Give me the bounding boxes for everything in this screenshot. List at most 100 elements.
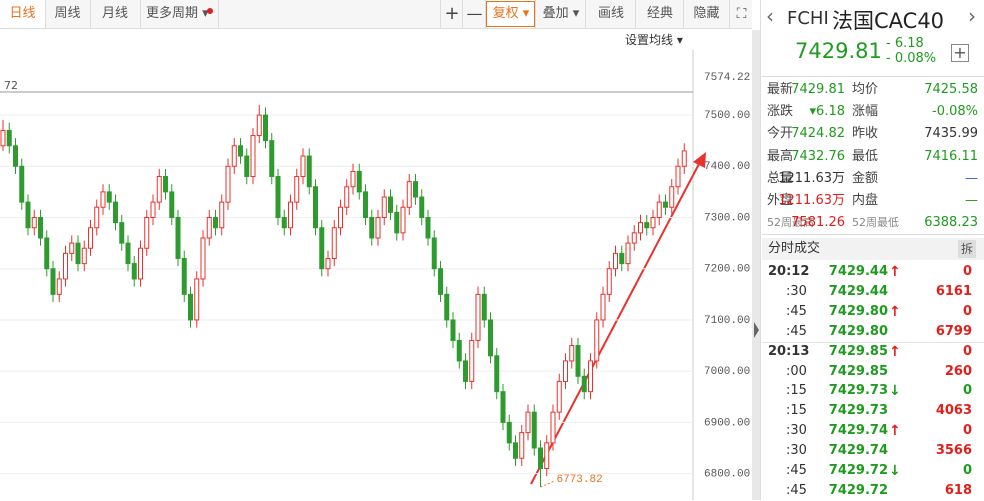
trade-price: 7429.74 (828, 443, 888, 459)
trade-volume: 3566 (935, 443, 972, 459)
stat-value: ▾6.18 (809, 104, 845, 120)
y-tick-label: 6800.00 (704, 469, 750, 481)
trade-volume: 6161 (935, 283, 972, 299)
period-tab[interactable]: 周线 (45, 0, 91, 28)
candle-body (263, 114, 268, 142)
candle-body (250, 135, 256, 178)
candle-body (163, 176, 168, 193)
stat-label: 最高 (767, 148, 794, 164)
next-arrow[interactable]: › (968, 4, 976, 28)
candle-body (419, 196, 425, 218)
candle-body (175, 216, 181, 259)
stat-label: 内盘 (852, 193, 879, 208)
candle-body (125, 242, 131, 265)
trade-volume: 0 (962, 423, 972, 439)
trade-volume: 4063 (935, 403, 972, 419)
zoom-out[interactable]: — (462, 0, 486, 28)
zoom-in[interactable]: + (440, 0, 463, 28)
candle-body (431, 237, 437, 270)
candle-body (344, 186, 350, 208)
prev-arrow[interactable]: ‹ (766, 4, 774, 28)
candle-body (613, 252, 618, 270)
candle-body (388, 196, 393, 213)
candle-body (269, 140, 275, 178)
trade-volume: 0 (962, 264, 972, 279)
candle-body (56, 278, 62, 295)
candle-body (19, 165, 25, 203)
period-tab[interactable]: 更多周期 ▾ (140, 0, 219, 28)
stat-value: 1211.63万 (778, 193, 845, 208)
trade-price: 7429.44 (828, 283, 888, 299)
trade-price: 7429.85 (828, 343, 888, 359)
stat-value: -0.08% (932, 104, 978, 120)
stat-label: 52周最高 (767, 216, 814, 230)
candle-body (144, 216, 150, 249)
candle-body (581, 375, 587, 393)
candle-body (575, 345, 581, 377)
trades-header (762, 238, 984, 260)
stat-label: 最新 (767, 82, 794, 97)
tool-button[interactable]: 画线 (585, 0, 636, 28)
candle-body (13, 145, 18, 167)
tool-button[interactable]: 隐藏 (683, 0, 729, 28)
trade-price: 7429.72 (828, 482, 888, 498)
candle-body (6, 129, 12, 147)
candle-body (394, 211, 400, 234)
reference-label: 72 (4, 79, 18, 92)
trade-direction: ↑ (889, 423, 901, 440)
candle-body (31, 216, 37, 229)
ma-setting[interactable]: 设置均线 ▾ (625, 33, 683, 47)
candle-body (675, 165, 681, 188)
fullscreen[interactable]: ⛶ (729, 0, 753, 28)
candle-body (369, 216, 375, 239)
tool-button[interactable]: 叠加 ▾ (535, 0, 586, 28)
candle-body (488, 319, 493, 357)
row-divider (762, 341, 984, 343)
candle-body (75, 242, 81, 265)
candle-body (213, 216, 218, 229)
y-tick-label: 6900.00 (704, 417, 750, 429)
y-tick-label: 7000.00 (704, 366, 750, 378)
splitter[interactable] (752, 30, 760, 500)
trade-time: :45 (786, 323, 807, 339)
trade-time: :30 (786, 443, 807, 459)
candle-body (156, 176, 162, 203)
candle-body (513, 442, 518, 459)
period-tab[interactable]: 日线 (0, 0, 46, 28)
red-dot (207, 8, 213, 14)
candle-body (281, 216, 287, 229)
candle-body (450, 319, 456, 341)
stat-value: 7425.58 (924, 82, 978, 97)
candle-body (113, 201, 118, 224)
trades-icon[interactable]: 拆 (958, 240, 976, 258)
candle-body (219, 201, 225, 229)
period-tab[interactable]: 月线 (90, 0, 141, 28)
trade-price: 7429.74 (828, 423, 888, 439)
candle-body (500, 391, 506, 423)
stat-label: 总量 (767, 170, 794, 186)
tool-button[interactable]: 经典 (635, 0, 684, 28)
stat-value: 7435.99 (924, 126, 978, 142)
low-leader (540, 480, 555, 488)
candle-body (119, 222, 125, 244)
stat-label: 外盘 (767, 193, 794, 208)
trade-direction: ↑ (889, 343, 901, 360)
candle-body (200, 237, 206, 280)
change-pct: - 0.08% (886, 51, 937, 66)
candle-body (681, 150, 687, 167)
trade-price: 7429.44 (828, 264, 888, 279)
candle-body (425, 216, 431, 239)
candle-body (225, 165, 231, 203)
trade-volume: 618 (944, 482, 972, 498)
candle-body (600, 293, 606, 321)
trade-volume: 260 (944, 363, 972, 379)
candle-body (294, 176, 300, 203)
candle-body (481, 293, 487, 321)
candle-body (81, 247, 87, 265)
add-button[interactable]: + (951, 44, 969, 62)
divider (762, 234, 984, 235)
tool-button[interactable]: 复权 ▾ (485, 0, 536, 28)
stat-value: 7581.26 (791, 215, 845, 231)
trade-price: 7429.80 (828, 323, 888, 339)
